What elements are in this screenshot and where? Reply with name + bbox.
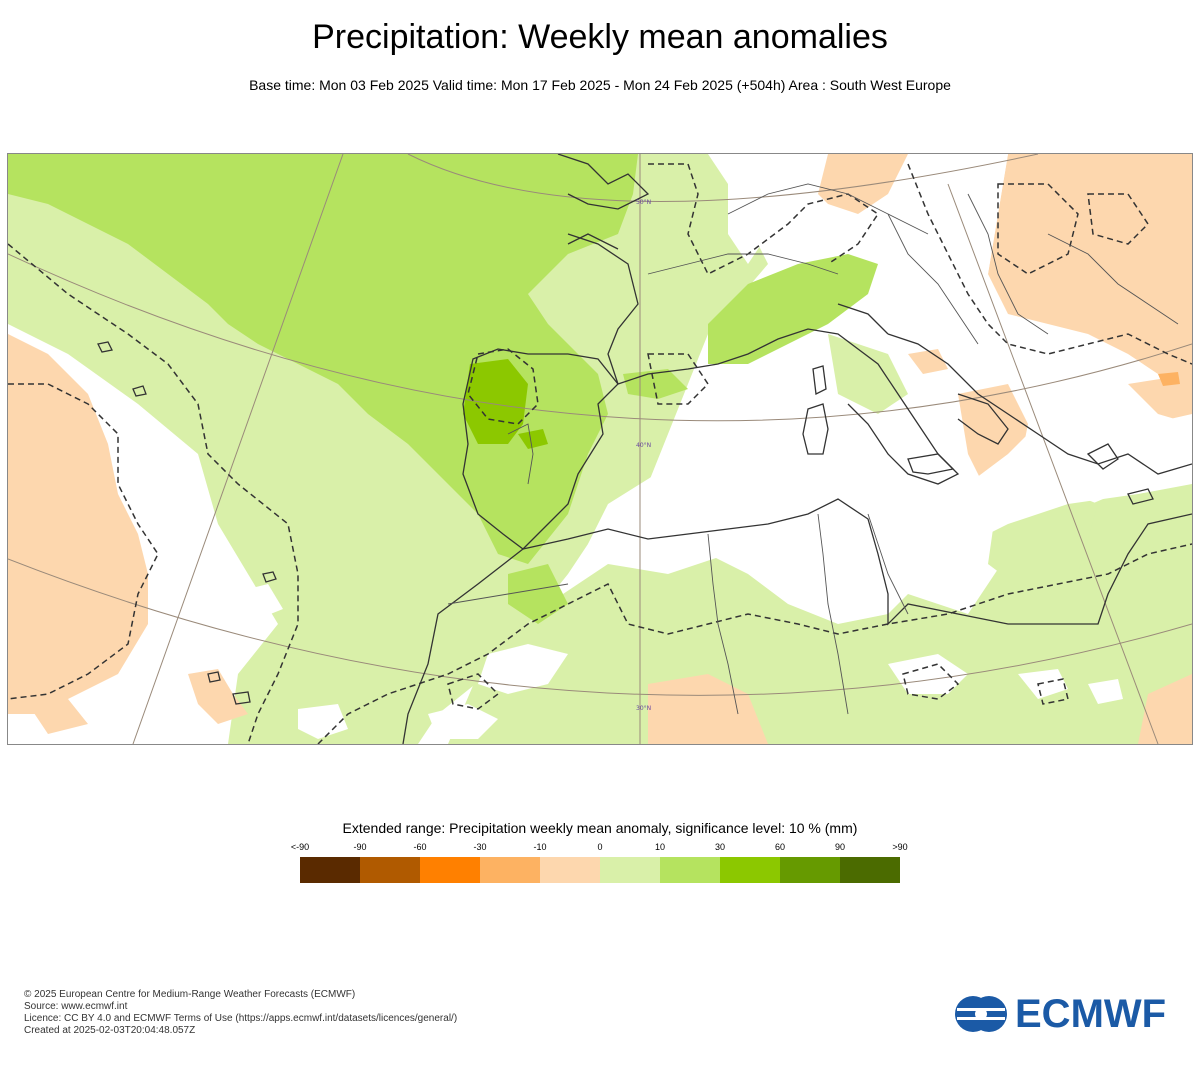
legend-tick: 60 [774, 842, 786, 852]
anomaly-mid-orange [1158, 372, 1180, 386]
legend-tick: 10 [654, 842, 666, 852]
lat-label-30n: 30°N [636, 705, 651, 712]
ecmwf-logo[interactable]: ECMWF [953, 991, 1183, 1036]
legend-tick: >90 [892, 842, 908, 852]
legend-colorbar [300, 857, 900, 883]
legend-ticks: <-90 -90 -60 -30 -10 0 10 30 60 90 >90 [291, 842, 908, 854]
legend-swatch [420, 857, 480, 883]
legend-swatch [600, 857, 660, 883]
footer-source: Source: www.ecmwf.int [24, 1001, 128, 1012]
legend-swatch [660, 857, 720, 883]
anomaly-neutral-white [228, 154, 1192, 739]
anomaly-mid-green [8, 154, 878, 624]
graticule [8, 154, 1192, 744]
footer-created: Created at 2025-02-03T20:04:48.057Z [24, 1025, 196, 1036]
legend-swatch [840, 857, 900, 883]
legend-tick: <-90 [290, 842, 310, 852]
legend-tick: -30 [473, 842, 487, 852]
legend-swatch [540, 857, 600, 883]
legend-title: Extended range: Precipitation weekly mea… [342, 820, 858, 836]
lat-label-50n: 50°N [636, 199, 651, 206]
legend-swatch [360, 857, 420, 883]
footer-credits: © 2025 European Centre for Medium-Range … [24, 989, 457, 1037]
legend-tick: -90 [353, 842, 367, 852]
footer-copyright: © 2025 European Centre for Medium-Range … [24, 989, 356, 1000]
chart-title: Precipitation: Weekly mean anomalies [312, 18, 888, 56]
legend-swatch [300, 857, 360, 883]
legend-tick: 30 [714, 842, 726, 852]
chart-subtitle: Base time: Mon 03 Feb 2025 Valid time: M… [249, 77, 951, 93]
footer-licence: Licence: CC BY 4.0 and ECMWF Terms of Us… [24, 1013, 458, 1024]
lat-label-40n: 40°N [636, 442, 651, 449]
legend-tick: -10 [533, 842, 547, 852]
country-borders [447, 183, 1179, 715]
legend-swatch [720, 857, 780, 883]
ecmwf-logo-text: ECMWF [1015, 991, 1167, 1036]
legend-swatch [480, 857, 540, 883]
ecmwf-logo-icon [955, 996, 1007, 1032]
legend-tick: -60 [413, 842, 427, 852]
significance-contours [8, 163, 1192, 744]
coastlines [97, 154, 1192, 744]
legend-swatch [780, 857, 840, 883]
legend-tick: 0 [597, 842, 603, 852]
legend-tick: 90 [834, 842, 846, 852]
precipitation-map[interactable]: 50°N 40°N 30°N [7, 153, 1193, 745]
